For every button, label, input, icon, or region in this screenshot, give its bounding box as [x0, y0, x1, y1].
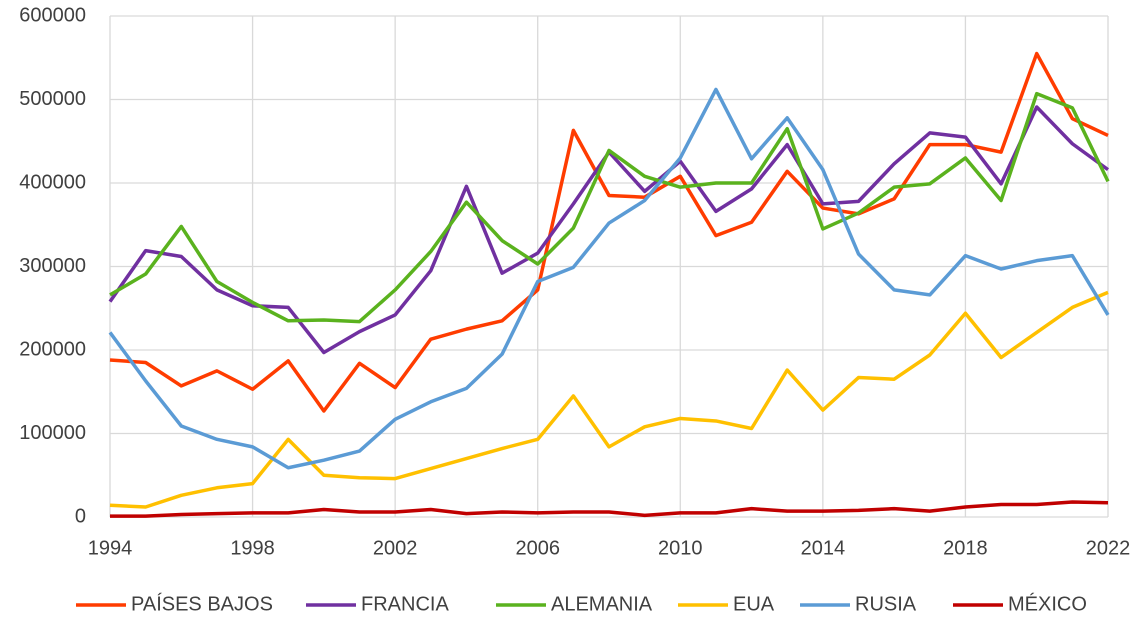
y-tick-label: 500000: [19, 88, 86, 110]
legend-label: PAÍSES BAJOS: [131, 592, 273, 615]
y-tick-label: 600000: [19, 4, 86, 26]
y-tick-label: 400000: [19, 171, 86, 193]
legend-label: FRANCIA: [361, 593, 449, 615]
series-line: [109, 51, 1109, 413]
y-tick-label: 0: [75, 505, 86, 527]
y-tick-label: 100000: [19, 422, 86, 444]
x-tick-label: 2010: [658, 537, 703, 559]
x-tick-label: 1998: [230, 537, 275, 559]
legend-label: ALEMANIA: [551, 593, 653, 615]
series-line: [108, 87, 1110, 470]
x-tick-label: 1994: [88, 537, 133, 559]
series-line: [110, 500, 1109, 518]
series-line: [109, 91, 1110, 324]
legend-label: MÉXICO: [1008, 592, 1087, 615]
legend-label: EUA: [733, 593, 775, 615]
x-tick-label: 2014: [801, 537, 846, 559]
x-tick-label: 2018: [943, 537, 988, 559]
x-tick-label: 2006: [515, 537, 560, 559]
x-tick-label: 2022: [1086, 537, 1131, 559]
legend-label: RUSIA: [855, 593, 917, 615]
y-tick-label: 200000: [19, 338, 86, 360]
y-tick-label: 300000: [19, 255, 86, 277]
series-line: [109, 290, 1109, 509]
x-tick-label: 2002: [373, 537, 418, 559]
